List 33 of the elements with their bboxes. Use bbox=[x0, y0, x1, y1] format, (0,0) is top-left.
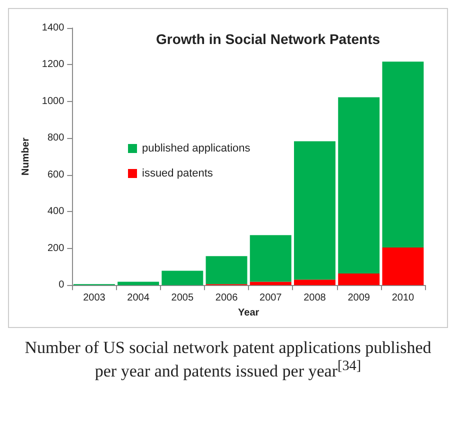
bar bbox=[162, 270, 204, 286]
x-tick-label: 2010 bbox=[392, 292, 415, 304]
bar bbox=[250, 282, 292, 286]
chart-title: Growth in Social Network Patents bbox=[156, 31, 380, 47]
bar bbox=[338, 274, 380, 286]
y-tick-label: 800 bbox=[47, 132, 65, 144]
bar bbox=[382, 62, 424, 248]
x-tick-label: 2009 bbox=[348, 292, 370, 304]
bar bbox=[206, 256, 248, 284]
x-tick-label: 2007 bbox=[260, 292, 282, 304]
legend-label: issued patents bbox=[142, 168, 214, 180]
bar bbox=[250, 235, 292, 282]
x-tick-label: 2008 bbox=[304, 292, 326, 304]
bar bbox=[294, 141, 336, 280]
x-tick-label: 2003 bbox=[83, 292, 106, 304]
y-axis-title: Number bbox=[20, 138, 32, 176]
y-tick-label: 400 bbox=[47, 206, 65, 218]
text: Number of US social network patent applications published per year and patents issued per year$^{[34]}$ bbox=[24, 338, 432, 382]
y-tick-label: 600 bbox=[47, 169, 65, 180]
bar bbox=[338, 97, 380, 274]
y-tick-label: 1400 bbox=[42, 22, 65, 34]
x-axis-title: Year bbox=[238, 308, 260, 318]
bar bbox=[294, 280, 336, 286]
x-tick-label: 2004 bbox=[127, 292, 150, 304]
bar bbox=[118, 282, 160, 286]
y-tick-label: 200 bbox=[47, 242, 65, 254]
bar bbox=[382, 247, 424, 286]
y-tick-label: 1200 bbox=[42, 59, 65, 70]
x-tick-label: 2006 bbox=[215, 292, 238, 304]
x-tick-label: 2005 bbox=[171, 292, 194, 304]
legend-label: published applications bbox=[142, 142, 251, 154]
y-tick-label: 0 bbox=[58, 280, 65, 291]
y-tick-label: 1000 bbox=[42, 96, 65, 107]
